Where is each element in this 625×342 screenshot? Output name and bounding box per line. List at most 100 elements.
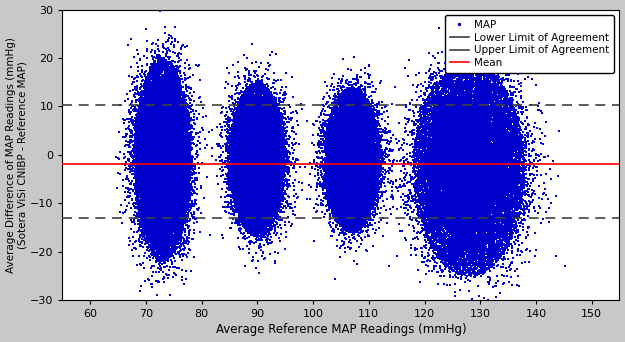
Point bbox=[467, 259, 477, 265]
Point bbox=[238, 184, 248, 189]
Point bbox=[348, 141, 358, 146]
Point bbox=[475, 202, 485, 208]
Point bbox=[343, 152, 353, 157]
Point bbox=[170, 38, 180, 44]
Point bbox=[158, 248, 168, 253]
Point bbox=[135, 91, 145, 96]
Point bbox=[171, 170, 181, 175]
Point bbox=[158, 198, 168, 203]
Point bbox=[354, 156, 364, 161]
Point bbox=[151, 143, 161, 149]
Point bbox=[494, 100, 504, 106]
Point bbox=[244, 190, 254, 196]
Point bbox=[237, 184, 247, 189]
Point bbox=[452, 175, 462, 181]
Point bbox=[350, 131, 360, 137]
Point bbox=[246, 161, 256, 167]
Point bbox=[237, 190, 247, 195]
Point bbox=[248, 146, 258, 151]
Point bbox=[151, 130, 161, 135]
Point bbox=[474, 128, 484, 133]
Point bbox=[254, 197, 264, 203]
Point bbox=[364, 143, 374, 149]
Point bbox=[368, 177, 378, 183]
Point bbox=[146, 222, 156, 227]
Point bbox=[168, 223, 178, 228]
Point bbox=[455, 170, 465, 175]
Point bbox=[186, 172, 196, 177]
Point bbox=[255, 183, 265, 189]
Point bbox=[356, 183, 366, 189]
Point bbox=[339, 139, 349, 144]
Point bbox=[152, 157, 162, 163]
Point bbox=[444, 206, 454, 211]
Point bbox=[446, 206, 456, 211]
Point bbox=[183, 198, 193, 204]
Point bbox=[261, 148, 271, 153]
Point bbox=[496, 148, 506, 154]
Point bbox=[244, 171, 254, 177]
Point bbox=[267, 175, 277, 181]
Point bbox=[232, 185, 242, 190]
Point bbox=[491, 201, 501, 207]
Point bbox=[262, 179, 272, 184]
Point bbox=[256, 179, 266, 185]
Point bbox=[331, 135, 341, 140]
Point bbox=[153, 123, 163, 129]
Point bbox=[498, 126, 508, 132]
Point bbox=[488, 168, 498, 173]
Point bbox=[352, 138, 362, 144]
Point bbox=[482, 177, 492, 183]
Point bbox=[249, 192, 259, 197]
Point bbox=[497, 157, 507, 163]
Point bbox=[411, 184, 421, 189]
Point bbox=[326, 151, 336, 156]
Point bbox=[266, 172, 276, 177]
Point bbox=[485, 108, 495, 114]
Point bbox=[498, 155, 508, 160]
Point bbox=[505, 163, 515, 168]
Point bbox=[451, 204, 461, 210]
Point bbox=[336, 191, 346, 196]
Point bbox=[152, 195, 162, 200]
Point bbox=[154, 232, 164, 237]
Point bbox=[456, 166, 466, 172]
Point bbox=[455, 126, 465, 131]
Point bbox=[492, 219, 502, 224]
Point bbox=[343, 222, 353, 228]
Point bbox=[154, 62, 164, 68]
Point bbox=[357, 154, 367, 159]
Point bbox=[266, 94, 276, 99]
Point bbox=[240, 89, 250, 94]
Point bbox=[244, 116, 254, 121]
Point bbox=[279, 115, 289, 120]
Point bbox=[435, 257, 445, 262]
Point bbox=[327, 147, 337, 153]
Point bbox=[266, 180, 276, 186]
Point bbox=[332, 160, 342, 166]
Point bbox=[511, 214, 521, 219]
Point bbox=[340, 205, 350, 210]
Point bbox=[441, 213, 451, 218]
Point bbox=[419, 214, 429, 220]
Point bbox=[262, 172, 272, 177]
Point bbox=[450, 170, 460, 175]
Point bbox=[458, 103, 468, 108]
Point bbox=[378, 174, 388, 180]
Point bbox=[226, 133, 236, 139]
Point bbox=[492, 157, 502, 162]
Point bbox=[177, 179, 187, 184]
Point bbox=[461, 136, 471, 142]
Point bbox=[261, 115, 271, 120]
Point bbox=[365, 148, 375, 153]
Point bbox=[250, 172, 260, 177]
Point bbox=[354, 155, 364, 160]
Point bbox=[352, 127, 362, 132]
Point bbox=[486, 240, 496, 246]
Point bbox=[432, 91, 442, 96]
Point bbox=[241, 121, 251, 127]
Point bbox=[133, 115, 143, 120]
Point bbox=[248, 118, 258, 124]
Point bbox=[354, 155, 364, 160]
Point bbox=[137, 194, 147, 199]
